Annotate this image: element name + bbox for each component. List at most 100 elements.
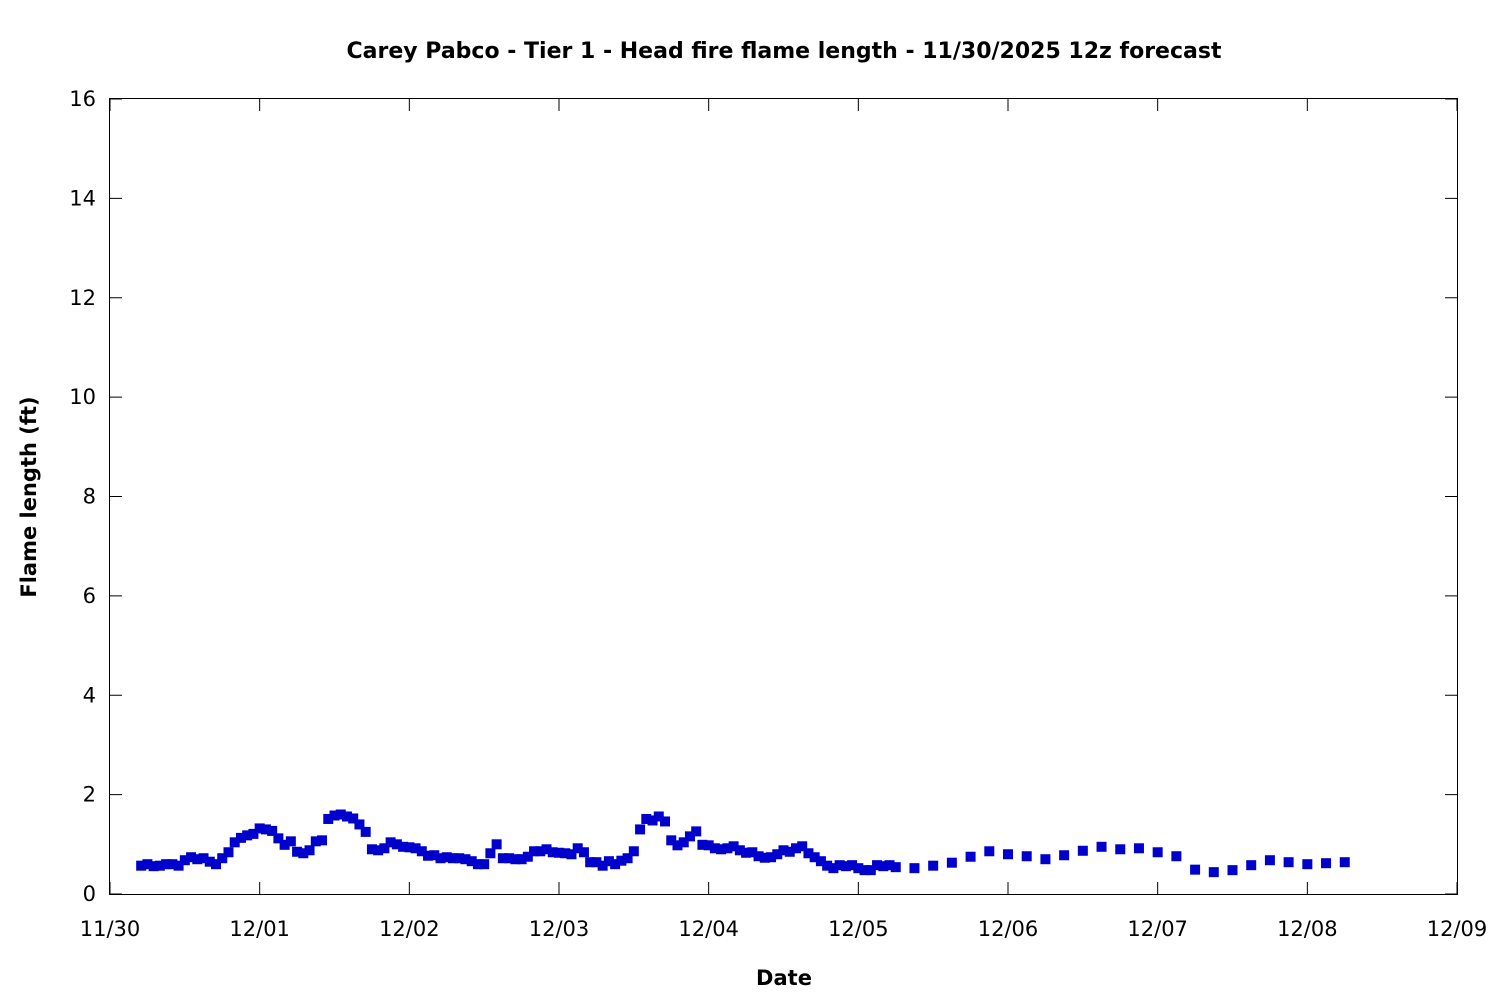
data-point xyxy=(229,837,240,848)
data-point xyxy=(504,853,515,864)
y-tick-label: 2 xyxy=(83,783,96,807)
data-point xyxy=(1208,867,1219,878)
y-tick-label: 8 xyxy=(83,485,96,509)
x-tick-label: 12/06 xyxy=(978,917,1039,941)
data-point xyxy=(416,846,427,857)
data-point xyxy=(1339,857,1350,868)
data-point xyxy=(834,860,845,871)
data-point xyxy=(822,860,833,871)
data-point xyxy=(647,815,658,826)
data-point xyxy=(497,853,508,864)
data-point xyxy=(909,863,920,874)
data-point xyxy=(385,837,396,848)
data-point xyxy=(703,840,714,851)
data-point xyxy=(335,809,346,820)
data-point xyxy=(1096,841,1107,852)
data-point xyxy=(366,844,377,855)
data-point xyxy=(741,847,752,858)
data-point xyxy=(273,833,284,844)
data-point xyxy=(628,846,639,857)
data-point xyxy=(429,850,440,861)
data-point xyxy=(441,852,452,863)
data-point xyxy=(853,863,864,874)
data-point xyxy=(1190,864,1201,875)
x-tick-label: 11/30 xyxy=(80,917,141,941)
ticks-layer: 0 2 4 6 8 10 12 14 16 11/30 12/01 12/02 12/03 12/04 12… xyxy=(69,87,1487,941)
data-point xyxy=(753,851,764,862)
data-point xyxy=(709,843,720,854)
data-point xyxy=(828,863,839,874)
data-point xyxy=(1264,855,1275,866)
data-point xyxy=(292,846,303,857)
data-point xyxy=(578,847,589,858)
x-tick-label: 12/09 xyxy=(1427,917,1488,941)
data-point xyxy=(285,836,296,847)
data-point xyxy=(865,865,876,876)
data-point xyxy=(778,845,789,856)
data-point xyxy=(198,853,209,864)
data-point xyxy=(136,860,147,871)
data-point xyxy=(622,853,633,864)
data-point xyxy=(610,859,621,870)
data-point xyxy=(348,813,359,824)
x-tick-label: 12/03 xyxy=(529,917,590,941)
data-point xyxy=(1059,850,1070,861)
data-point xyxy=(1115,844,1126,855)
data-point xyxy=(616,855,627,866)
data-point xyxy=(323,813,334,824)
data-point xyxy=(161,859,172,870)
data-point xyxy=(1246,860,1257,871)
y-tick-label: 14 xyxy=(69,186,96,210)
data-point xyxy=(167,859,178,870)
data-point xyxy=(423,850,434,861)
data-point xyxy=(1152,847,1163,858)
data-point xyxy=(260,824,271,835)
data-point xyxy=(317,835,328,846)
data-point xyxy=(784,846,795,857)
data-point xyxy=(510,854,521,865)
data-point xyxy=(803,848,814,859)
data-point xyxy=(298,848,309,859)
y-tick-label: 0 xyxy=(83,882,96,906)
data-point xyxy=(254,823,265,834)
data-point xyxy=(516,854,527,865)
chart-title: Carey Pabco - Tier 1 - Head fire flame l… xyxy=(347,39,1222,64)
data-point xyxy=(1133,843,1144,854)
data-point xyxy=(1040,854,1051,865)
data-point xyxy=(684,831,695,842)
data-point xyxy=(267,825,278,836)
data-point xyxy=(603,856,614,867)
y-tick-label: 12 xyxy=(69,286,96,310)
data-point xyxy=(435,853,446,864)
data-point xyxy=(304,845,315,856)
data-point xyxy=(373,845,384,856)
data-point xyxy=(454,853,465,864)
data-point xyxy=(466,856,477,867)
data-point xyxy=(591,857,602,868)
data-point xyxy=(734,845,745,856)
data-point xyxy=(173,860,184,871)
data-point xyxy=(847,860,858,871)
y-axis-label: Flame length (ft) xyxy=(17,396,41,597)
data-point xyxy=(1321,858,1332,869)
data-point xyxy=(554,847,564,858)
data-point xyxy=(398,841,409,852)
data-point xyxy=(223,847,234,858)
data-point xyxy=(541,844,552,855)
data-point xyxy=(697,839,708,850)
data-point xyxy=(204,856,215,867)
data-point xyxy=(179,855,190,866)
x-tick-label: 12/08 xyxy=(1277,917,1338,941)
data-point xyxy=(547,847,558,858)
x-tick-label: 12/01 xyxy=(229,917,290,941)
data-point xyxy=(572,843,583,854)
plot-frame xyxy=(109,98,1458,895)
data-point xyxy=(535,846,546,857)
data-point xyxy=(310,836,321,847)
data-point xyxy=(192,854,203,865)
data-point xyxy=(1302,859,1313,870)
x-tick-label: 12/02 xyxy=(379,917,440,941)
data-point xyxy=(242,830,253,841)
data-point xyxy=(472,859,483,870)
